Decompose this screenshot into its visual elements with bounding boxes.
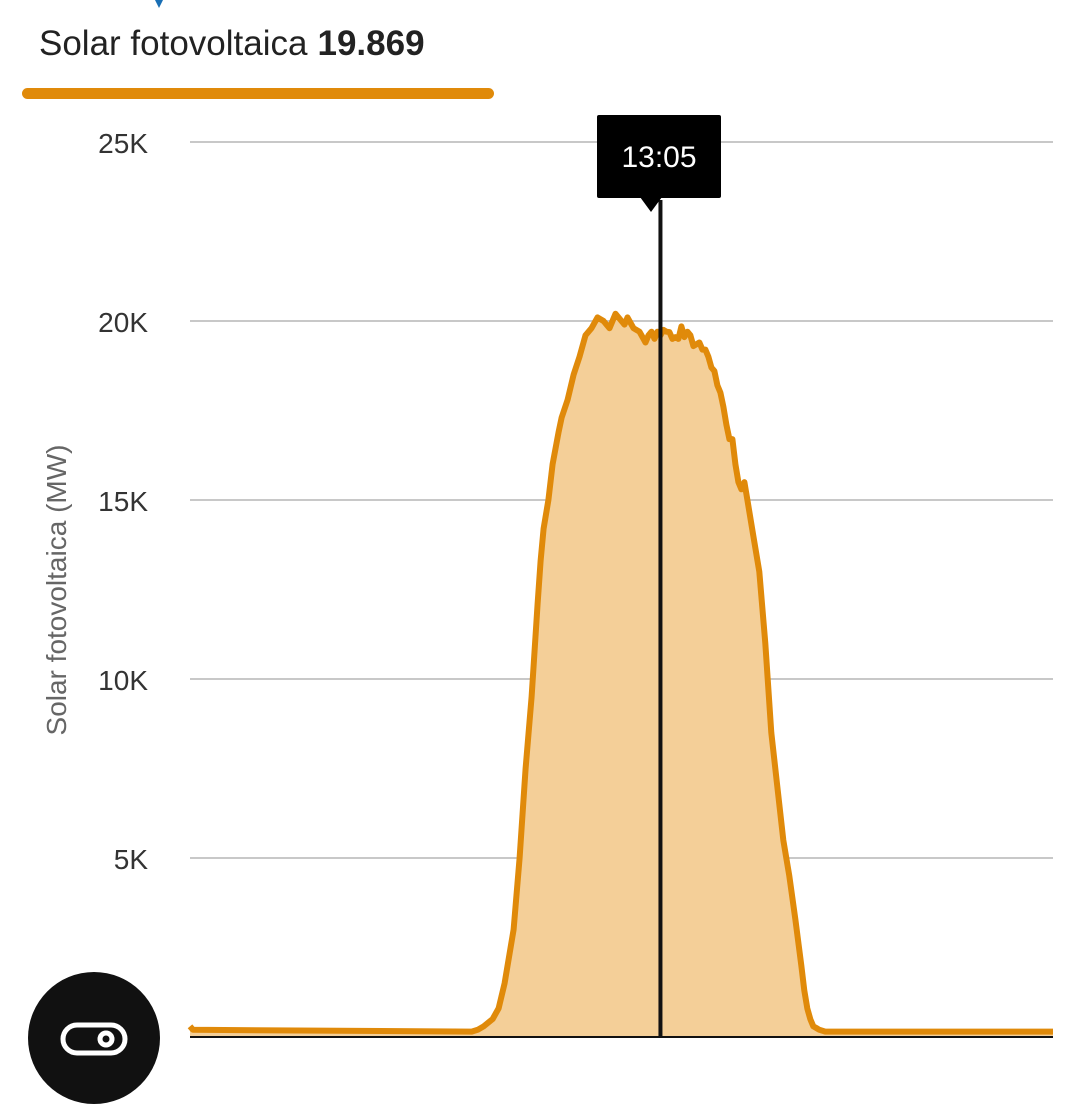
y-tick-label: 10K xyxy=(98,665,148,696)
y-tick-label: 20K xyxy=(98,307,148,338)
co2-button[interactable] xyxy=(28,972,160,1104)
tooltip-pointer xyxy=(640,197,662,212)
y-axis-label: Solar fotovoltaica (MW) xyxy=(41,445,72,736)
series-line xyxy=(187,310,1053,1035)
tooltip-box xyxy=(597,115,721,198)
y-tick-label: 25K xyxy=(98,128,148,159)
tab-indicator-arrow xyxy=(152,0,166,8)
series-area xyxy=(190,313,1053,1037)
tooltip-time: 13:05 xyxy=(621,141,696,174)
chart-tab[interactable]: Solar fotovoltaica 19.869 xyxy=(22,0,494,100)
y-tick-label: 5K xyxy=(114,844,149,875)
tab-value: 19.869 xyxy=(317,24,425,63)
solar-chart[interactable]: 5K 10K 15K 20K 25K Solar fotovoltaica (MW) 13:… xyxy=(0,0,1080,1080)
co2-icon xyxy=(60,1022,128,1056)
tab-title: Solar fotovoltaica 19.869 xyxy=(39,22,425,66)
tab-label: Solar fotovoltaica xyxy=(39,24,308,63)
tab-underline xyxy=(22,88,494,99)
y-tick-label: 15K xyxy=(98,486,148,517)
